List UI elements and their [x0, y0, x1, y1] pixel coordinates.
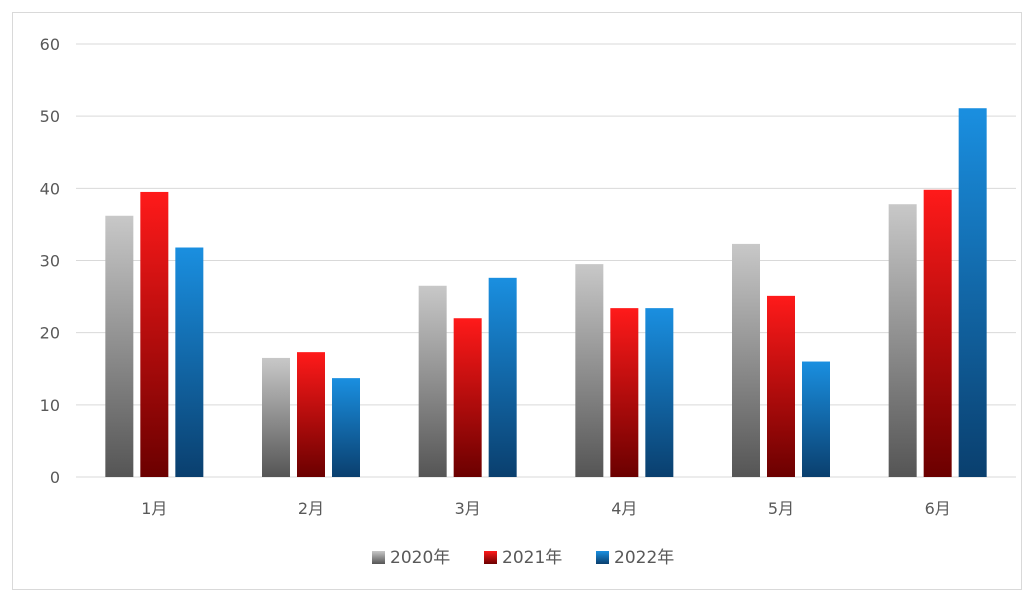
legend-label: 2021年 — [502, 548, 562, 568]
bar-2022年-5月 — [802, 361, 830, 477]
x-tick-label: 3月 — [455, 499, 481, 518]
y-tick-label: 20 — [40, 324, 60, 343]
bar-2020年-5月 — [732, 243, 760, 477]
grid-lines — [76, 43, 1016, 478]
bars — [105, 108, 987, 478]
x-tick-label: 5月 — [768, 499, 794, 518]
bar-2020年-3月 — [418, 285, 447, 477]
legend-swatch — [372, 551, 385, 564]
bar-2022年-2月 — [332, 378, 360, 477]
bar-2022年-4月 — [645, 308, 674, 477]
x-axis-ticks: 1月 2月 3月 4月 5月 6月 — [141, 499, 951, 518]
legend: 2020年 2021年 2022年 — [372, 548, 674, 568]
bar-2021年-4月 — [610, 308, 639, 477]
bar-2020年-1月 — [105, 215, 134, 478]
bar-2021年-2月 — [297, 352, 325, 477]
x-tick-label: 2月 — [298, 499, 324, 518]
x-tick-label: 1月 — [141, 499, 167, 518]
bar-2022年-1月 — [175, 247, 204, 477]
bar-2020年-6月 — [888, 204, 917, 477]
y-tick-label: 50 — [40, 107, 60, 126]
x-tick-label: 4月 — [611, 499, 637, 518]
bar-2021年-5月 — [767, 295, 795, 477]
y-axis-ticks: 0 10 20 30 40 50 60 — [40, 35, 60, 487]
y-tick-label: 10 — [40, 396, 60, 415]
legend-label: 2020年 — [390, 548, 450, 568]
bar-2021年-1月 — [140, 191, 169, 478]
y-tick-label: 0 — [50, 468, 60, 487]
bar-2020年-2月 — [262, 357, 290, 477]
legend-swatch — [596, 551, 609, 564]
y-tick-label: 40 — [40, 179, 60, 198]
bar-2021年-3月 — [453, 318, 482, 477]
y-tick-label: 60 — [40, 35, 60, 54]
bar-2022年-6月 — [958, 108, 987, 477]
bar-2021年-6月 — [923, 189, 952, 477]
bar-2020年-4月 — [575, 264, 604, 477]
x-tick-label: 6月 — [925, 499, 951, 518]
legend-swatch — [484, 551, 497, 564]
bar-2022年-3月 — [488, 277, 517, 477]
y-tick-label: 30 — [40, 252, 60, 271]
legend-label: 2022年 — [614, 548, 674, 568]
